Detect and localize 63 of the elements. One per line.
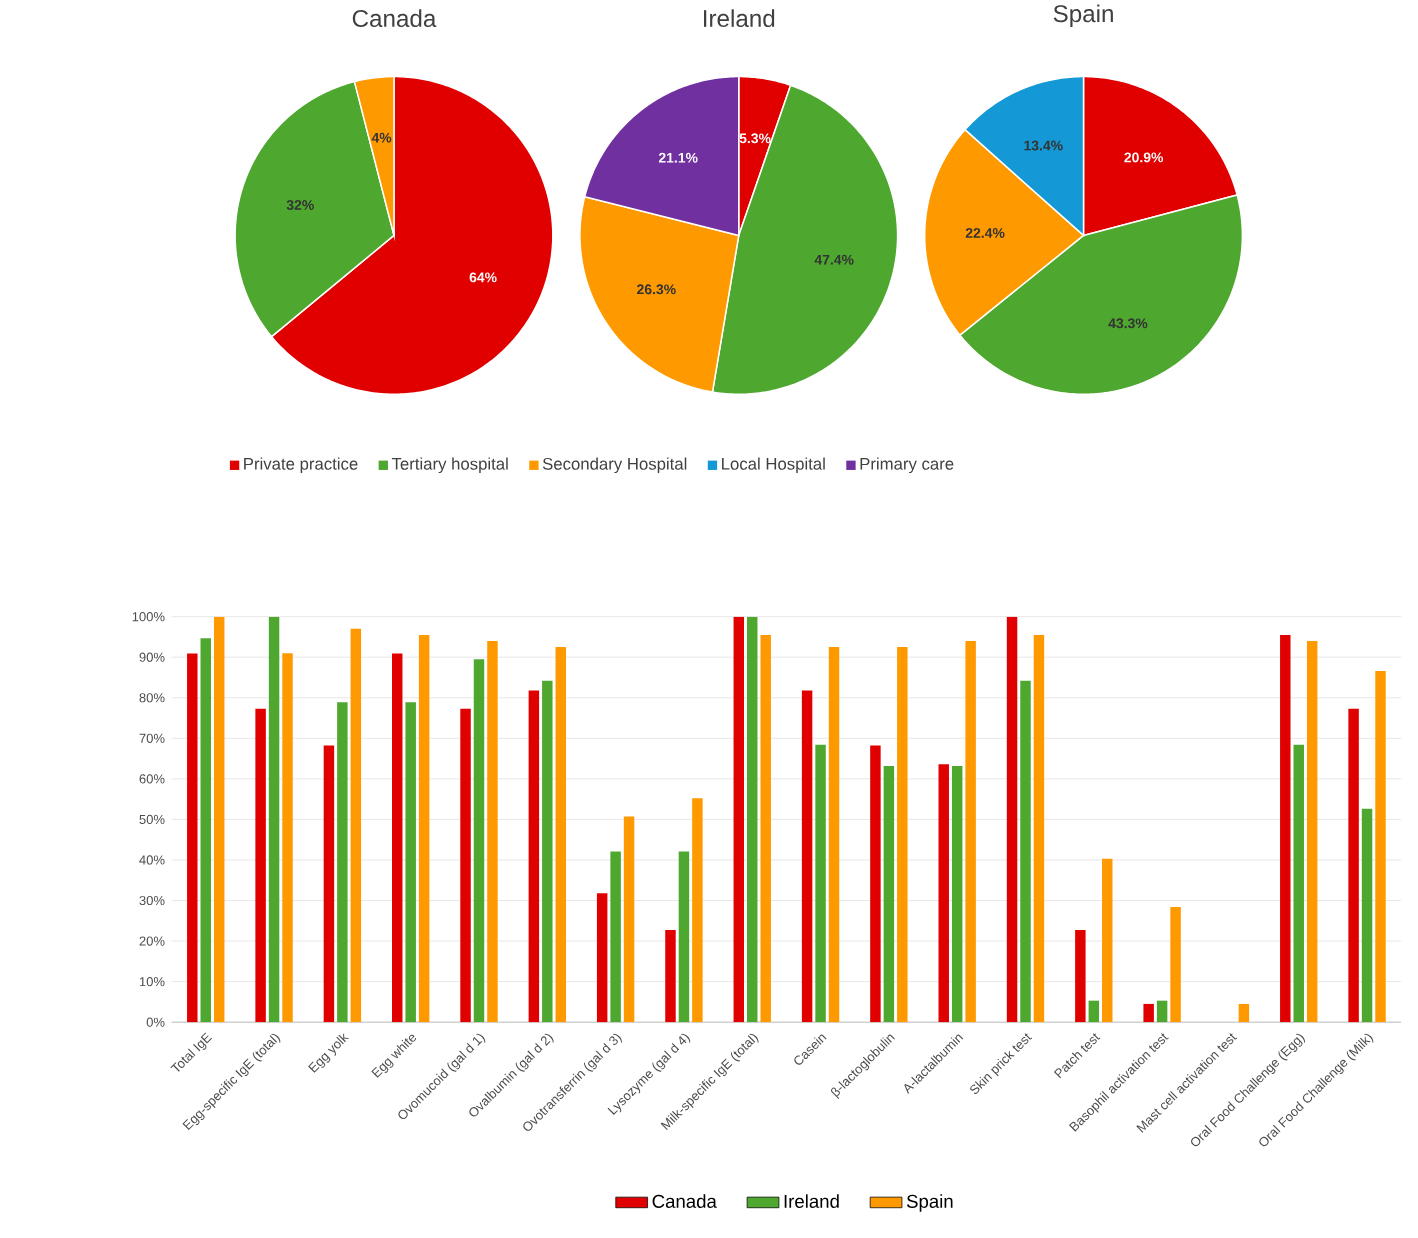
bar [692,798,703,1023]
bar [1156,1001,1168,1023]
bar [323,746,335,1023]
bar [460,709,471,1023]
bar [1306,641,1318,1023]
chart-title: Ireland [704,9,775,28]
bar [1375,671,1386,1023]
bar [1075,930,1086,1023]
bar [1102,859,1113,1023]
bar [883,766,895,1023]
bar [747,617,758,1023]
chart-title: Canada [352,9,437,28]
legend-label: Secondary Hospital [542,457,687,474]
bar [528,690,540,1023]
bar [733,617,745,1023]
bar [1020,681,1031,1023]
bar [555,647,566,1023]
legend-label: Canada [652,1194,717,1209]
bar [665,930,676,1023]
bar [473,659,485,1023]
bar [1170,907,1181,1023]
bar [337,702,348,1023]
bar [897,647,908,1023]
bar [870,746,881,1023]
bar [1348,709,1359,1023]
bar [350,629,362,1023]
bar [1293,745,1304,1023]
bar [760,635,771,1023]
bar [405,702,416,1023]
bar [610,851,621,1023]
bar [282,653,293,1023]
legend-label: Spain [906,1194,953,1213]
bar [1006,617,1018,1023]
bar [1143,1004,1154,1023]
bar [542,681,553,1023]
legend-label: Private practice [244,457,358,474]
legend-label: Tertiary hospital [391,457,508,474]
bar [951,766,963,1023]
legend-label: Primary care [860,457,954,474]
bar [213,617,225,1023]
bar [200,638,211,1023]
bar [1280,635,1291,1023]
bar [418,635,430,1023]
bar [1088,1001,1100,1023]
chart-title: Spain [1053,4,1113,28]
bar [801,690,813,1023]
bar [815,745,826,1023]
bar [487,641,498,1023]
legend-label: Ireland [784,1194,839,1209]
bar [187,654,198,1023]
bar [938,764,949,1023]
bar [678,851,690,1023]
bar [1238,1004,1250,1023]
bar [392,654,403,1023]
bar [828,647,840,1023]
bar [965,641,976,1023]
bar [1033,635,1045,1023]
bar [1361,809,1373,1023]
bar [596,893,608,1023]
bar [623,817,635,1023]
legend-label: Local Hospital [722,457,825,474]
bar [255,709,266,1023]
bar [268,617,280,1023]
